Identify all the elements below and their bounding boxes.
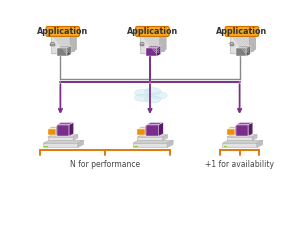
Polygon shape	[133, 143, 167, 147]
Polygon shape	[50, 44, 55, 46]
Polygon shape	[159, 122, 163, 136]
Polygon shape	[257, 140, 263, 147]
Polygon shape	[66, 124, 71, 135]
Polygon shape	[57, 48, 67, 56]
Polygon shape	[234, 31, 253, 51]
Polygon shape	[146, 48, 157, 56]
Ellipse shape	[145, 88, 161, 95]
Polygon shape	[43, 143, 78, 147]
Polygon shape	[78, 140, 83, 147]
Polygon shape	[236, 127, 239, 135]
Polygon shape	[48, 127, 60, 129]
Polygon shape	[227, 129, 236, 135]
Polygon shape	[235, 124, 250, 126]
Polygon shape	[252, 135, 257, 140]
Polygon shape	[146, 46, 161, 48]
Ellipse shape	[145, 96, 161, 103]
Polygon shape	[140, 29, 166, 33]
Polygon shape	[236, 122, 253, 125]
Ellipse shape	[151, 92, 167, 99]
Polygon shape	[144, 31, 164, 51]
Polygon shape	[134, 146, 138, 147]
Polygon shape	[145, 126, 156, 135]
Polygon shape	[43, 140, 83, 143]
Polygon shape	[48, 129, 56, 135]
Polygon shape	[222, 140, 263, 143]
Polygon shape	[246, 46, 250, 56]
Polygon shape	[146, 125, 159, 136]
FancyBboxPatch shape	[225, 26, 259, 36]
Polygon shape	[67, 46, 71, 56]
Polygon shape	[230, 33, 249, 53]
Polygon shape	[140, 44, 144, 46]
Polygon shape	[146, 127, 149, 135]
Polygon shape	[137, 135, 167, 137]
Polygon shape	[69, 122, 74, 136]
Text: Application: Application	[216, 27, 268, 36]
Polygon shape	[246, 124, 250, 135]
Polygon shape	[44, 146, 48, 147]
Polygon shape	[160, 29, 166, 53]
Polygon shape	[48, 135, 78, 137]
Polygon shape	[156, 124, 160, 135]
Polygon shape	[48, 137, 73, 140]
Text: Application: Application	[127, 27, 178, 36]
Polygon shape	[224, 146, 227, 147]
Polygon shape	[236, 48, 246, 56]
Polygon shape	[56, 126, 66, 135]
Polygon shape	[140, 33, 160, 53]
Polygon shape	[133, 140, 173, 143]
Polygon shape	[157, 46, 160, 56]
Polygon shape	[163, 135, 167, 140]
Polygon shape	[56, 124, 71, 126]
Polygon shape	[249, 29, 256, 53]
Ellipse shape	[140, 53, 163, 55]
Polygon shape	[56, 127, 60, 135]
Polygon shape	[137, 127, 149, 129]
Polygon shape	[56, 122, 74, 125]
Text: N for performance: N for performance	[70, 160, 140, 169]
Polygon shape	[137, 137, 163, 140]
Polygon shape	[70, 29, 76, 53]
Polygon shape	[145, 124, 160, 126]
Polygon shape	[55, 31, 74, 51]
Polygon shape	[146, 122, 163, 125]
Ellipse shape	[134, 94, 151, 101]
Polygon shape	[227, 135, 257, 137]
Ellipse shape	[50, 53, 74, 55]
Text: +1 for availability: +1 for availability	[205, 160, 274, 169]
Polygon shape	[167, 140, 173, 147]
Ellipse shape	[134, 89, 151, 96]
Polygon shape	[137, 129, 146, 135]
Polygon shape	[56, 125, 69, 136]
Polygon shape	[248, 122, 253, 136]
Polygon shape	[51, 33, 70, 53]
FancyBboxPatch shape	[136, 26, 169, 36]
Polygon shape	[236, 125, 248, 136]
Polygon shape	[51, 29, 76, 33]
Polygon shape	[230, 44, 234, 46]
Polygon shape	[222, 143, 257, 147]
Polygon shape	[236, 46, 250, 48]
Text: Application: Application	[37, 27, 88, 36]
Polygon shape	[227, 127, 239, 129]
Polygon shape	[57, 46, 71, 48]
Polygon shape	[230, 29, 256, 33]
Ellipse shape	[230, 53, 253, 55]
Polygon shape	[235, 126, 246, 135]
Polygon shape	[227, 137, 252, 140]
Polygon shape	[73, 135, 78, 140]
FancyBboxPatch shape	[46, 26, 80, 36]
